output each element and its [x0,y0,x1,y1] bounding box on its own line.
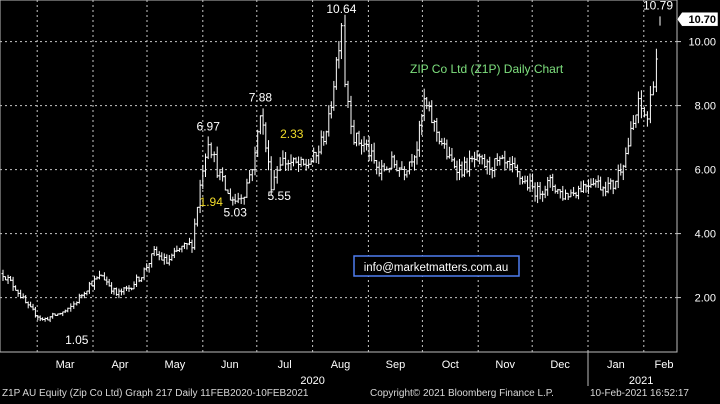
annotation-label: 6.97 [197,120,221,134]
annotation-label: 10.79 [643,0,673,12]
annotation-label: 7.88 [249,90,273,104]
price-bar [236,192,240,204]
price-bar [642,107,646,118]
price-bar [645,111,649,127]
price-bar [343,14,347,88]
watermark-box: info@marketmatters.com.au [353,255,520,277]
price-bar [654,48,658,93]
price-bar [239,194,243,205]
price-bar [651,81,655,96]
annotations: 1.05 6.97 1.945.03 7.88 5.55 2.33 10.64 10.79 [65,0,673,347]
last-price-label: 10.70 [688,14,716,26]
price-bar [275,166,279,184]
price-bar [346,80,350,108]
x-month-label: Jan [607,359,625,371]
footer-left: Z1P AU Equity (Zip Co Ltd) Graph 217 Dai… [2,388,309,399]
price-bar [648,85,652,124]
y-tick-label: 8.00 [695,101,716,113]
x-month-label: Aug [331,359,351,371]
price-bar [272,170,276,191]
x-month-label: Feb [655,359,674,371]
footer-bar: Z1P AU Equity (Zip Co Ltd) Graph 217 Dai… [0,386,720,404]
price-bar [349,95,353,135]
annotation-label: 5.55 [268,189,292,203]
price-bar [206,136,210,160]
last-price-marker: 10.70 [676,11,719,27]
y-tick-label: 6.00 [695,165,716,177]
x-month-label: Sep [386,359,406,371]
plot-frame [0,0,678,353]
annotation-label: 2.33 [280,127,304,141]
x-month-label: Apr [111,359,128,371]
x-month-label: Mar [56,359,75,371]
price-bar [339,23,343,60]
footer-right: 10-Feb-2021 16:52:17 [590,388,689,399]
annotation-label: 1.94 [200,195,224,209]
x-year-label: 2020 [300,375,324,386]
y-tick-label: 4.00 [695,229,716,241]
price-bar [69,303,73,312]
annotation-label: 5.03 [224,206,248,220]
annotation-label: 10.64 [326,2,356,16]
chart-title: ZIP Co Ltd (Z1P) Daily Chart [410,62,564,76]
x-month-label: Dec [550,359,570,371]
price-bars [1,14,661,323]
price-bar [212,151,216,163]
price-bar [209,142,213,159]
price-bar [639,90,643,119]
price-bar [233,193,237,205]
annotation-label: 1.05 [65,333,89,347]
x-month-label: May [165,359,186,371]
price-bar [66,307,70,313]
axes: 2.00 4.00 6.00 8.00 10.00 Mar Apr May Jun Jul Aug S… [56,37,716,386]
price-bar [72,301,76,309]
watermark-text: info@marketmatters.com.au [364,262,509,274]
x-year-label: 2021 [629,375,653,386]
y-tick-label: 2.00 [695,293,716,305]
x-month-label: Nov [495,359,515,371]
x-month-label: Jul [278,359,292,371]
footer-center: Copyright© 2021 Bloomberg Finance L.P. [370,388,554,399]
price-bar [636,91,640,124]
y-tick-label: 10.00 [688,37,716,49]
x-month-label: Oct [442,359,459,371]
price-chart: ZIP Co Ltd (Z1P) Daily Chart info@market… [0,0,720,386]
x-month-label: Jun [221,359,239,371]
price-bar [269,156,273,196]
chart-background [0,0,720,386]
